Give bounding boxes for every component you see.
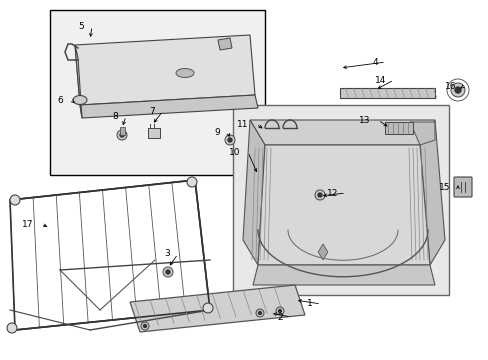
Circle shape: [224, 135, 235, 145]
Text: 10: 10: [228, 148, 240, 157]
Circle shape: [258, 311, 261, 315]
Circle shape: [7, 323, 17, 333]
Polygon shape: [75, 45, 82, 118]
Circle shape: [120, 133, 124, 137]
Bar: [148, 128, 160, 138]
Text: 13: 13: [358, 116, 369, 125]
Circle shape: [165, 270, 170, 274]
Polygon shape: [130, 285, 305, 332]
Circle shape: [117, 130, 127, 140]
Circle shape: [163, 267, 173, 277]
Circle shape: [317, 193, 321, 197]
Circle shape: [203, 303, 213, 313]
Circle shape: [314, 190, 325, 200]
Circle shape: [141, 322, 149, 330]
Circle shape: [454, 87, 460, 93]
Text: 2: 2: [277, 312, 283, 321]
Text: 14: 14: [374, 76, 385, 85]
Text: 6: 6: [57, 95, 63, 104]
Polygon shape: [252, 265, 434, 285]
Text: 15: 15: [438, 183, 449, 192]
Bar: [120, 127, 125, 135]
FancyBboxPatch shape: [453, 177, 471, 197]
Text: 1: 1: [306, 300, 312, 309]
Polygon shape: [80, 95, 258, 118]
Circle shape: [278, 310, 281, 312]
Polygon shape: [243, 120, 264, 265]
Text: 12: 12: [326, 189, 337, 198]
Polygon shape: [258, 145, 429, 265]
Polygon shape: [419, 120, 444, 265]
Text: 5: 5: [78, 22, 84, 31]
Circle shape: [186, 177, 197, 187]
Text: 4: 4: [372, 58, 377, 67]
Circle shape: [227, 138, 231, 142]
Text: 11: 11: [236, 120, 247, 129]
Bar: [384, 122, 412, 134]
Polygon shape: [409, 122, 434, 145]
Circle shape: [450, 83, 464, 97]
Circle shape: [10, 195, 20, 205]
Text: 16: 16: [444, 81, 455, 90]
Ellipse shape: [73, 95, 87, 104]
Text: 8: 8: [112, 112, 118, 121]
Bar: [339, 88, 434, 98]
Circle shape: [256, 309, 264, 317]
Ellipse shape: [176, 68, 194, 77]
Text: 3: 3: [164, 249, 170, 258]
Polygon shape: [318, 244, 327, 260]
Circle shape: [275, 307, 284, 315]
Polygon shape: [218, 38, 231, 50]
Bar: [232, 105, 448, 295]
Polygon shape: [249, 120, 434, 145]
Text: 7: 7: [149, 107, 155, 116]
Circle shape: [143, 324, 146, 328]
Text: 17: 17: [21, 220, 33, 229]
Text: 9: 9: [214, 127, 220, 136]
Polygon shape: [75, 35, 254, 105]
Bar: [50, 10, 264, 175]
